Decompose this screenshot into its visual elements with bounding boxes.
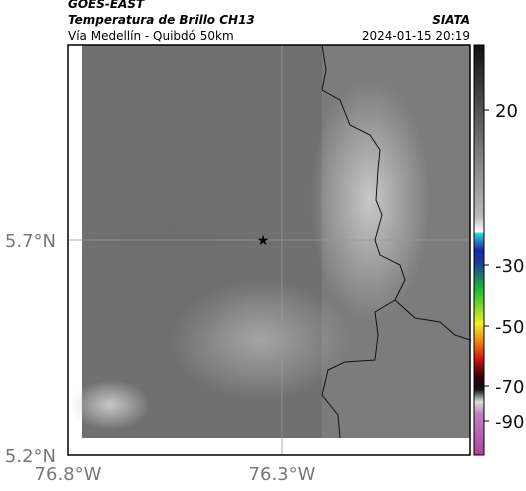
colorbar-ticks: 20 -30 -50 -70 -90 bbox=[484, 101, 524, 433]
agency: SIATA bbox=[432, 13, 470, 27]
region: Vía Medellín - Quibdó 50km bbox=[68, 29, 234, 43]
colorbar-tick-label: -90 bbox=[495, 412, 524, 433]
colorbar-tick-label: -50 bbox=[495, 317, 524, 338]
svg-text:★: ★ bbox=[257, 233, 270, 249]
lat-label: 5.7°N bbox=[5, 231, 56, 252]
colorbar-tick-label: -30 bbox=[495, 256, 524, 277]
lon-label: 76.8°W bbox=[35, 464, 102, 485]
colorbar-tick-label: 20 bbox=[495, 101, 518, 122]
map: ★ bbox=[67, 44, 471, 456]
lon-label: 76.3°W bbox=[249, 464, 316, 485]
product: Temperatura de Brillo CH13 bbox=[68, 13, 255, 27]
source: GOES-EAST bbox=[68, 0, 145, 11]
colorbar-tick-label: -70 bbox=[495, 377, 524, 398]
timestamp: 2024-01-15 20:19 bbox=[362, 29, 470, 43]
lat-label: 5.2°N bbox=[5, 446, 56, 467]
colorbar bbox=[473, 44, 485, 456]
